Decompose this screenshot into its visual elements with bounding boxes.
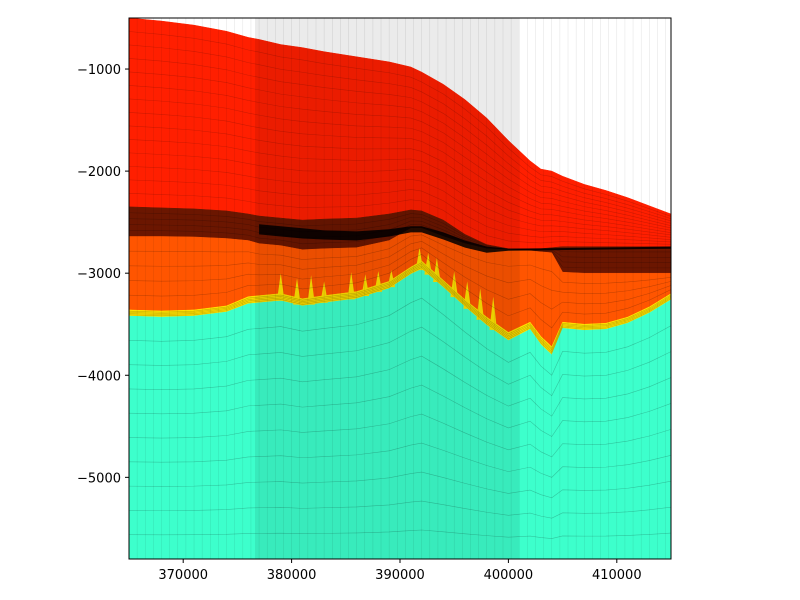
mesh-layer-line (129, 112, 671, 231)
mesh-layer-line (129, 85, 671, 226)
spike-12 (463, 281, 472, 309)
y-tick-label: −4000 (77, 369, 121, 384)
layer-fills (129, 18, 671, 559)
mesh-layer-line (129, 58, 671, 222)
x-tick-label: 380000 (267, 568, 317, 583)
mesh-layer-line (129, 247, 671, 310)
mesh-layer-line (129, 44, 671, 219)
spike-0 (276, 273, 285, 301)
mesh-layer-line (129, 471, 671, 499)
spike-7 (387, 270, 396, 288)
mesh-layer-line (129, 234, 671, 284)
spike-9 (424, 252, 432, 275)
layer-4 (129, 268, 671, 559)
mesh-grid-lines (129, 18, 671, 559)
mesh-layer-line (129, 265, 671, 353)
x-tick-label: 390000 (375, 568, 425, 583)
spike-2 (307, 275, 315, 305)
mesh-layer-line (129, 166, 671, 240)
x-tick-label: 370000 (158, 568, 208, 583)
mesh-layer-line (129, 179, 671, 243)
spike-3 (320, 281, 328, 303)
mesh-layer-line (129, 267, 671, 354)
mesh-layer-line (129, 98, 671, 229)
mesh-layer-line (129, 216, 671, 258)
spike-marks (276, 247, 498, 330)
stippled-band (259, 224, 671, 253)
spike-11 (450, 271, 458, 298)
mesh-layer-line (129, 31, 671, 217)
darker-column-block (255, 18, 519, 559)
spike-1 (293, 278, 301, 305)
mesh-layer-line (129, 500, 671, 519)
mesh-layer-line (129, 413, 671, 458)
spike-5 (361, 274, 370, 296)
mesh-layer-line (129, 241, 671, 294)
mesh-layer-line (129, 152, 671, 238)
x-axis: 370000 380000 390000 400000 410000 (158, 559, 642, 583)
spike-8 (415, 247, 424, 271)
mesh-layer-line (129, 224, 671, 269)
y-tick-label: −3000 (77, 267, 121, 282)
stippled-band-fill (259, 224, 671, 253)
plot-area (129, 18, 671, 559)
mesh-layer-line (129, 529, 671, 539)
spike-10 (433, 257, 441, 282)
spike-4 (347, 272, 356, 300)
mesh-layer-line (129, 297, 671, 376)
mesh-layer-line (129, 125, 671, 233)
spike-6 (374, 271, 383, 292)
mesh-layer-line (129, 262, 671, 349)
mesh-layer-line (129, 220, 671, 263)
mesh-layer-line (129, 442, 671, 478)
mesh-layer-line (129, 212, 671, 253)
mesh-layer-line (129, 326, 671, 397)
y-tick-label: −5000 (77, 471, 121, 486)
y-tick-label: −1000 (77, 63, 121, 78)
spike-14 (489, 296, 498, 330)
mesh-layer-line (129, 71, 671, 224)
mesh-layer-line (129, 193, 671, 245)
spike-13 (476, 288, 485, 320)
mesh-layer-line (129, 263, 671, 351)
y-tick-label: −2000 (77, 165, 121, 180)
mesh-layer-line (129, 384, 671, 437)
mesh-layer-line (129, 254, 671, 329)
y-axis: −1000 −2000 −3000 −4000 −5000 (77, 63, 129, 486)
x-tick-label: 410000 (592, 568, 642, 583)
mesh-layer-line (129, 355, 671, 417)
mesh-layer-line (129, 139, 671, 236)
x-tick-label: 400000 (484, 568, 534, 583)
